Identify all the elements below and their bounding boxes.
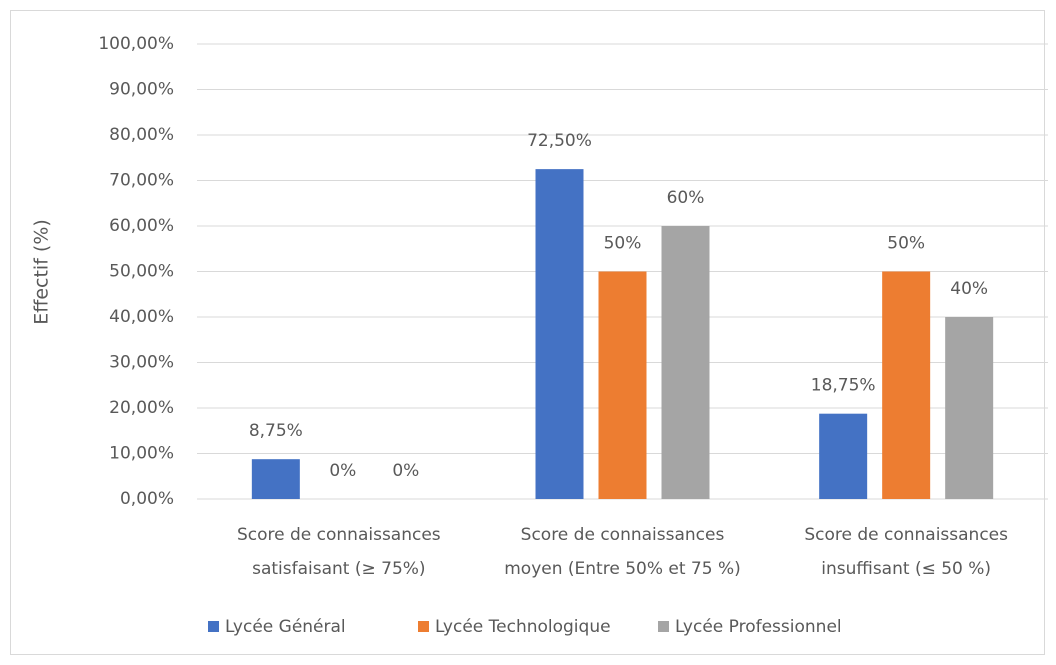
x-tick-label: moyen (Entre 50% et 75 %) [504, 559, 741, 579]
x-tick-label: insuffisant (≤ 50 %) [821, 559, 991, 579]
y-tick-label: 90,00% [109, 80, 174, 100]
x-tick-label: Score de connaissances [804, 525, 1008, 545]
x-tick-label: satisfaisant (≥ 75%) [252, 559, 425, 579]
bar [535, 169, 584, 499]
data-label: 72,50% [527, 131, 592, 151]
y-tick-label: 60,00% [109, 216, 174, 236]
bar [819, 413, 868, 499]
legend-label: Lycée Général [225, 617, 346, 637]
y-tick-label: 70,00% [109, 171, 174, 191]
chart-frame [10, 10, 1045, 655]
bar [882, 271, 931, 499]
legend-swatch [418, 621, 429, 632]
data-label: 0% [392, 461, 419, 481]
data-label: 0% [329, 461, 356, 481]
bar [598, 271, 647, 499]
y-tick-label: 20,00% [109, 398, 174, 418]
x-tick-label: Score de connaissances [521, 525, 725, 545]
y-tick-label: 40,00% [109, 307, 174, 327]
y-tick-label: 80,00% [109, 125, 174, 145]
y-tick-label: 100,00% [98, 34, 174, 54]
data-label: 50% [887, 234, 925, 254]
y-tick-label: 30,00% [109, 353, 174, 373]
legend-label: Lycée Professionnel [675, 617, 842, 637]
bar [661, 226, 710, 499]
legend-swatch [208, 621, 219, 632]
x-tick-label: Score de connaissances [237, 525, 441, 545]
bar [251, 459, 300, 499]
y-tick-label: 0,00% [120, 489, 174, 509]
legend-swatch [658, 621, 669, 632]
legend-label: Lycée Technologique [435, 617, 611, 637]
data-label: 18,75% [811, 376, 876, 396]
data-label: 50% [604, 234, 642, 254]
y-axis-label: Effectif (%) [31, 219, 53, 325]
y-tick-label: 10,00% [109, 444, 174, 464]
bar [945, 317, 994, 499]
data-label: 8,75% [249, 421, 303, 441]
y-tick-label: 50,00% [109, 262, 174, 282]
data-label: 40% [950, 279, 988, 299]
data-label: 60% [667, 188, 705, 208]
